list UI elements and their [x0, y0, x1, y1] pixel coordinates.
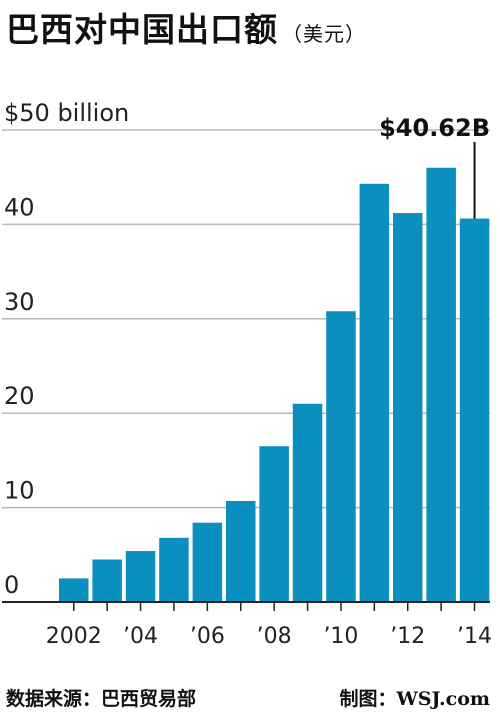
- x-tick-label: ’10: [323, 624, 358, 649]
- bar: [426, 167, 456, 602]
- x-axis: [2, 601, 490, 611]
- bar: [259, 446, 289, 602]
- chart-title: 巴西对中国出口额 （美元）: [6, 10, 366, 54]
- annotation: $40.62B: [379, 114, 490, 219]
- x-tick-label: ’14: [457, 624, 492, 649]
- x-tick-label: ’08: [257, 624, 292, 649]
- bar-chart: 0 10 20 30 40 $50 billion 2002 ’04 ’06 ’08 ’10 ’12…: [2, 99, 492, 649]
- chart-subtitle: （美元）: [282, 22, 366, 46]
- y-tick-label: 30: [4, 288, 35, 316]
- annotation-label: $40.62B: [379, 114, 490, 142]
- bar: [393, 213, 423, 602]
- bar: [292, 403, 323, 602]
- chart-title-text: 巴西对中国出口额: [6, 10, 278, 49]
- y-axis-labels: 0 10 20 30 40 $50 billion: [4, 99, 129, 599]
- x-tick-label: ’04: [123, 624, 158, 649]
- x-tick-label: 2002: [46, 624, 102, 649]
- bar: [159, 537, 189, 602]
- x-axis-labels: 2002 ’04 ’06 ’08 ’10 ’12 ’14: [46, 624, 492, 649]
- y-tick-label: 40: [4, 193, 35, 221]
- bar: [125, 551, 156, 602]
- y-tick-label: 10: [4, 477, 35, 505]
- bars: [59, 167, 490, 603]
- credit-note: 制图：WSJ.com: [339, 688, 490, 710]
- y-tick-label: $50 billion: [4, 99, 129, 127]
- bar: [326, 311, 356, 602]
- bar: [92, 559, 122, 602]
- bar: [459, 218, 490, 603]
- bar: [192, 522, 223, 602]
- bar: [226, 500, 256, 602]
- y-tick-label: 0: [4, 571, 19, 599]
- source-note: 数据来源：巴西贸易部: [6, 688, 197, 710]
- x-tick-label: ’06: [190, 624, 225, 649]
- x-tick-label: ’12: [390, 624, 425, 649]
- y-tick-label: 20: [4, 382, 35, 410]
- bar: [59, 578, 89, 602]
- bar: [359, 183, 390, 603]
